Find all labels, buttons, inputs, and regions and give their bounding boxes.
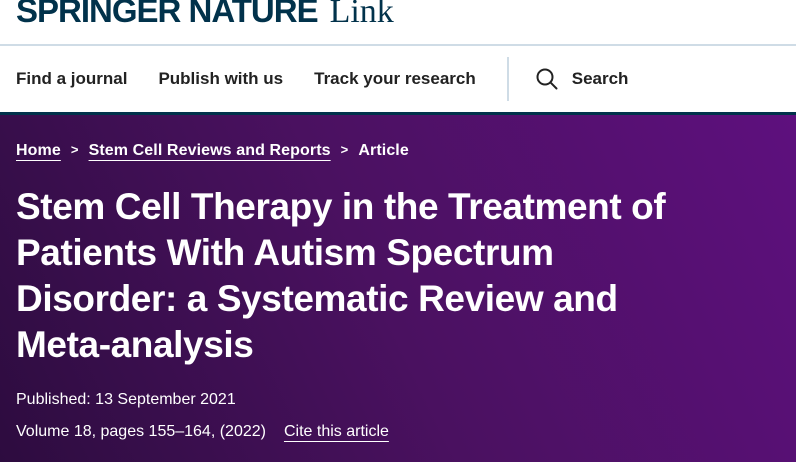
main-nav: Find a journal Publish with us Track you…: [0, 46, 796, 112]
logo-springer-nature: SPRINGER NATURE: [16, 0, 319, 29]
volume-pages-info: Volume 18, pages 155–164, (2022): [16, 423, 266, 440]
breadcrumb: Home > Stem Cell Reviews and Reports > A…: [16, 115, 780, 160]
article-title-line: Meta-analysis: [16, 324, 254, 365]
article-title-line: Patients With Autism Spectrum: [16, 232, 554, 273]
article-title-line: Disorder: a Systematic Review and: [16, 278, 618, 319]
volume-row: Volume 18, pages 155–164, (2022) Cite th…: [16, 423, 780, 441]
site-header: SPRINGER NATURE Link: [0, 0, 796, 46]
article-title-line: Stem Cell Therapy in the Treatment of: [16, 186, 666, 227]
breadcrumb-article: Article: [358, 142, 409, 159]
search-label: Search: [571, 69, 629, 88]
nav-track-your-research[interactable]: Track your research: [314, 69, 476, 88]
magnifier-icon: [534, 66, 560, 92]
published-date: Published: 13 September 2021: [16, 391, 236, 408]
breadcrumb-chevron-icon: >: [70, 142, 79, 157]
breadcrumb-chevron-icon: >: [340, 142, 349, 157]
cite-this-article-link[interactable]: Cite this article: [283, 423, 389, 440]
search-button[interactable]: Search: [506, 57, 629, 101]
breadcrumb-home[interactable]: Home: [16, 142, 61, 159]
logo-link: Link: [329, 0, 394, 30]
breadcrumb-journal[interactable]: Stem Cell Reviews and Reports: [88, 142, 331, 159]
nav-publish-with-us[interactable]: Publish with us: [158, 69, 284, 88]
article-title: Stem Cell Therapy in the Treatment of Pa…: [16, 184, 780, 368]
article-hero: Home > Stem Cell Reviews and Reports > A…: [0, 112, 796, 462]
nav-find-a-journal[interactable]: Find a journal: [16, 69, 128, 88]
springer-nature-link-logo[interactable]: SPRINGER NATURE Link: [16, 0, 394, 30]
